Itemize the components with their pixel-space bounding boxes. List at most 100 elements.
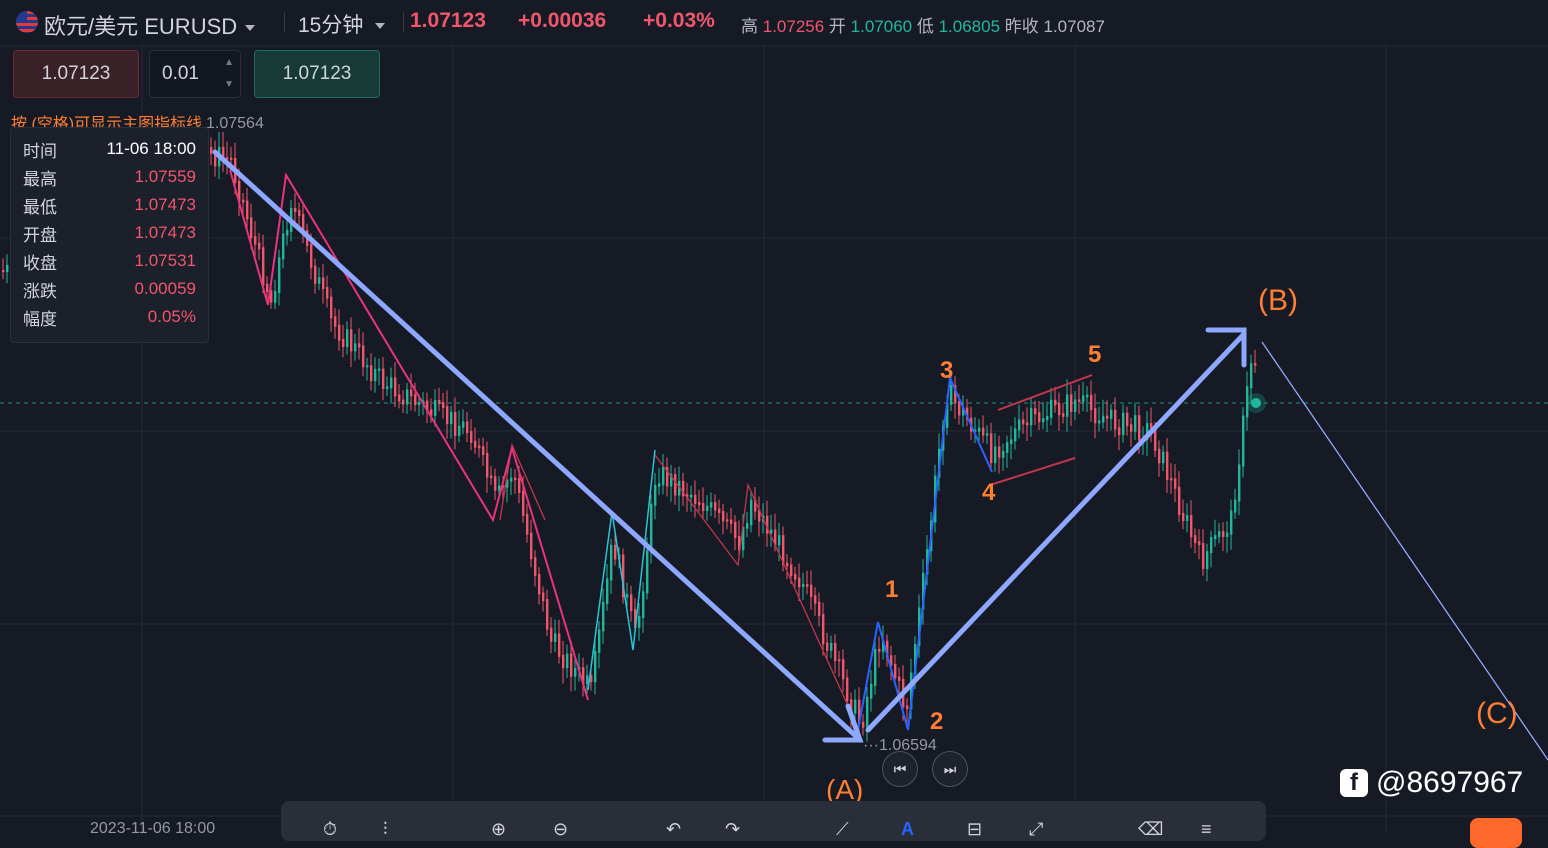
low-label: 低 [916,17,934,36]
buy-button[interactable]: 1.07123 [254,50,380,98]
candle-body [822,614,825,645]
candle-body [994,446,997,464]
wave-c-projection [1261,341,1548,761]
trash-icon[interactable]: ⌫ [1138,819,1164,839]
candle-body [718,508,721,513]
candle-body [1134,415,1137,432]
candle-body [974,429,977,432]
wave-a-label: (A) [826,774,864,805]
candle-body [894,663,897,679]
candle-body [986,433,989,436]
candle-body [690,494,693,498]
candle-body [1234,499,1237,513]
candle-body [346,329,349,348]
template-icon[interactable]: ⊟ [967,819,983,839]
candle-body [958,401,961,416]
candle-body [950,385,953,405]
candle-body [1174,478,1177,489]
candle-body [858,699,861,724]
symbol-name: 欧元/美元 [44,14,139,39]
info-label: 最低 [23,197,57,217]
candle-body [570,653,573,677]
candle-body [1002,450,1005,458]
candle-body [610,544,613,581]
candle-body [302,214,305,233]
price-change-pct: +0.03% [643,9,715,32]
candle-body [914,644,917,675]
info-label: 幅度 [23,309,57,329]
info-value: 11-06 18:00 [106,139,196,158]
candle-body [842,659,845,680]
lot-stepper[interactable]: 0.01 ▲ ▼ [149,50,241,98]
candle-body [442,402,445,409]
timer-icon[interactable]: ⏱ [323,819,338,839]
candle-body [522,490,525,516]
candle-body [1078,399,1081,402]
candle-body [502,485,505,488]
candle-body [1098,420,1101,424]
interval-label: 15分钟 [298,14,364,37]
candle-body [722,510,725,522]
candle-body [978,427,981,432]
candle-body [210,147,213,154]
trend-line-icon[interactable]: ⟋ [836,819,849,839]
scroll-to-end-button[interactable]: ⏭ [932,751,968,787]
candle-body [1106,415,1109,419]
candle-body [990,433,993,464]
candle-body [1166,451,1169,481]
symbol-selector[interactable]: 欧元/美元 EURUSD [44,9,256,41]
candle-body [518,478,521,493]
candle-body [310,243,313,268]
wave-4-label: 4 [982,479,996,506]
candle-body [1154,428,1157,451]
candle-body [614,544,617,560]
candle-body [1046,415,1049,421]
candle-body [214,151,217,167]
candle-body [866,696,869,728]
zoom-in-icon[interactable]: ⊕ [491,819,507,839]
stepper-down-icon[interactable]: ▼ [224,79,234,90]
stepper-up-icon[interactable]: ▲ [224,57,234,68]
candle-body [1150,423,1153,431]
candle-body [1182,512,1185,522]
bar-chart-icon[interactable]: ⫶ [383,819,388,839]
candle-body [1030,408,1033,426]
redo-icon[interactable]: ↷ [725,819,741,839]
candle-body [878,648,881,652]
info-label: 收盘 [23,253,57,273]
candle-body [1178,486,1181,515]
fullscreen-icon[interactable]: ⤢ [1029,819,1044,839]
candle-body [730,519,733,524]
candle-body [738,536,741,551]
scroll-to-start-button[interactable]: ⏮ [882,751,918,787]
candle-body [466,421,469,434]
candle-body [274,291,277,303]
candle-body [1146,423,1149,440]
candle-body [1014,428,1017,442]
menu-icon[interactable]: ≡ [1201,819,1212,839]
interval-selector[interactable]: 15分钟 [298,9,386,39]
open-label: 开 [828,17,846,36]
candle-body [478,445,481,449]
candle-body [750,499,753,526]
candle-body [606,578,609,604]
last-price: 1.07123 [410,9,486,32]
candle-body [874,648,877,686]
candle-body [598,629,601,653]
candle-body [634,609,637,628]
candle-body [770,529,773,534]
candle-body [222,146,225,160]
sell-button[interactable]: 1.07123 [13,50,139,98]
zoom-out-icon[interactable]: ⊖ [553,819,569,839]
candle-body [342,338,345,348]
low-price-mark: ···1.06594 [863,737,937,754]
candle-body [462,421,465,428]
candle-body [870,683,873,699]
indicator-icon[interactable]: A [901,819,914,839]
candle-body [494,476,497,491]
undo-icon[interactable]: ↶ [666,819,682,839]
candle-body [398,394,401,402]
candle-body [526,513,529,535]
candle-body [1238,464,1241,502]
